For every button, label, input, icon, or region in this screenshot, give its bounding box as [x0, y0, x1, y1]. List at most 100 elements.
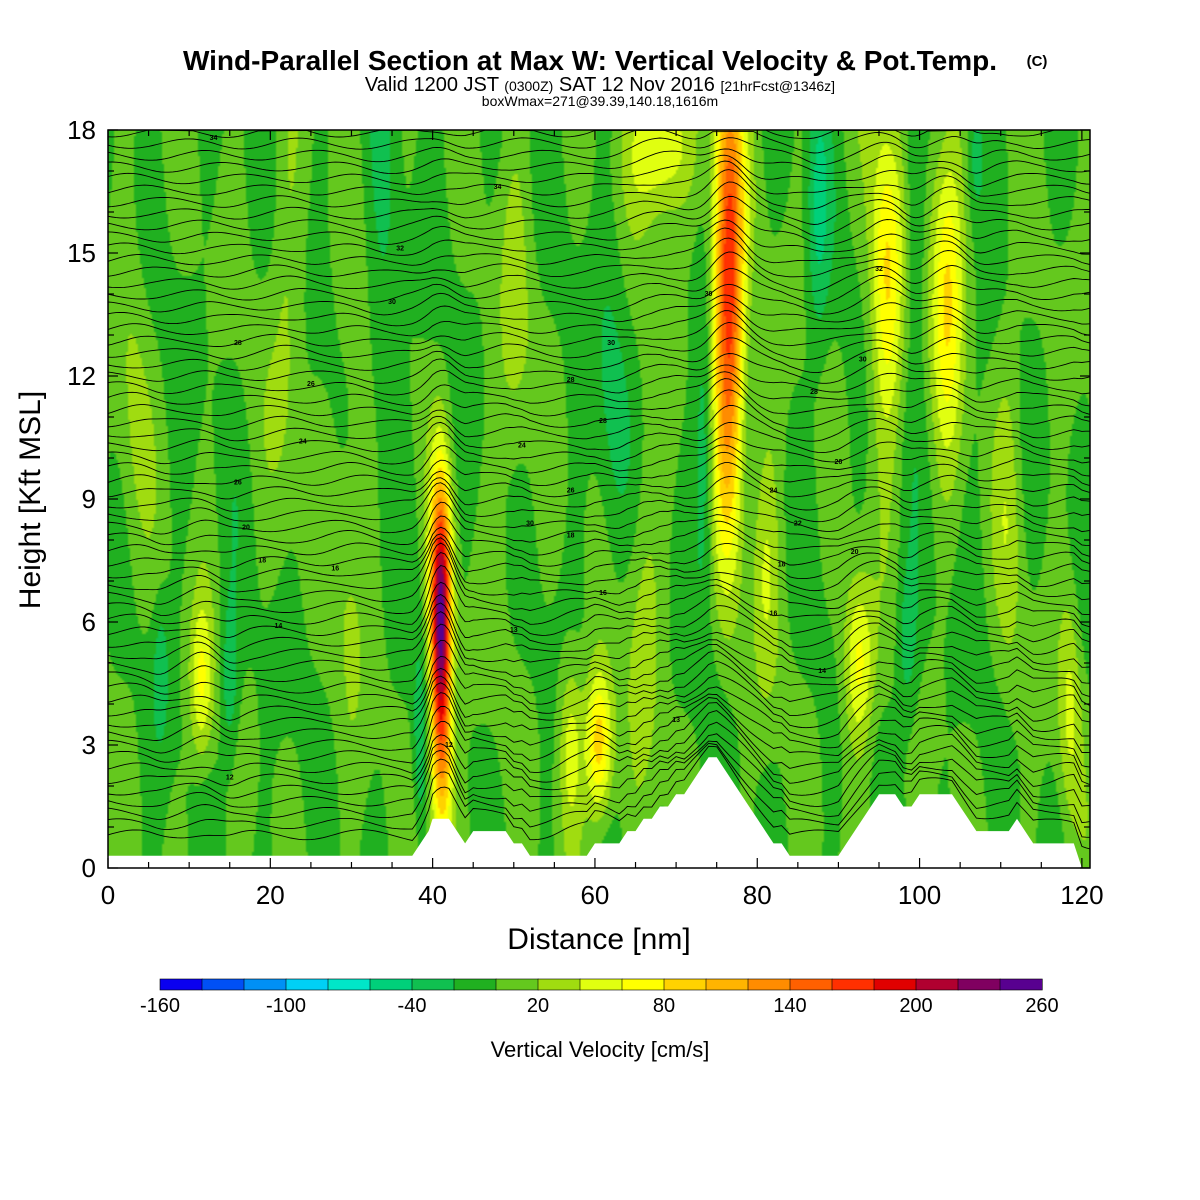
- chart-title: Wind-Parallel Section at Max W: Vertical…: [183, 45, 997, 76]
- y-tick-label: 6: [82, 607, 96, 637]
- x-axis-label: Distance [nm]: [507, 923, 690, 956]
- colorbar-swatch: [621, 978, 665, 991]
- theta-contour: [107, 431, 1091, 465]
- subtitle-date: SAT 12 Nov 2016: [559, 74, 715, 96]
- theta-contour: [107, 364, 1091, 396]
- terrain: [108, 757, 1090, 868]
- colorbar-swatch: [369, 978, 413, 991]
- colorbar-swatch: [285, 978, 329, 991]
- theta-contour: [107, 219, 1090, 256]
- x-tick-label: 80: [743, 880, 772, 910]
- theta-contour: [107, 310, 1091, 347]
- subtitle-valid: Valid 1200 JST: [365, 74, 499, 96]
- theta-contour: [107, 721, 1091, 799]
- theta-contour: [107, 697, 1091, 768]
- theta-contour: [107, 482, 1091, 523]
- theta-contour: [107, 294, 1091, 327]
- theta-contour: [107, 389, 1091, 430]
- theta-contour: [107, 476, 1091, 512]
- colorbar-tick-label: 20: [527, 995, 549, 1017]
- contour-label: 16: [331, 566, 339, 573]
- theta-contour: [107, 154, 1091, 187]
- contour-label: 28: [567, 377, 575, 384]
- contour-label: 13: [672, 717, 680, 724]
- contour-label: 18: [258, 557, 266, 564]
- contour-label: 12: [226, 775, 234, 782]
- theta-contour: [107, 148, 1091, 175]
- theta-contour: [107, 692, 1091, 754]
- theta-contour: [107, 268, 1091, 305]
- contour-label: 26: [234, 479, 242, 486]
- contour-label: 14: [275, 623, 283, 630]
- colorbar-swatch: [915, 978, 959, 991]
- contour-label: 22: [794, 520, 802, 527]
- theta-contour: [107, 702, 1091, 778]
- x-tick-label: 120: [1060, 880, 1103, 910]
- colorbar-tick-labels: -160 -100 -40 20 80 140 200 260: [140, 995, 1059, 1017]
- contour-label: 30: [526, 520, 534, 527]
- contour-label: 28: [234, 340, 242, 347]
- colorbar-title: Vertical Velocity [cm/s]: [491, 1037, 710, 1062]
- chart-subtitle: Valid 1200 JST (0300Z) SAT 12 Nov 2016 […: [365, 74, 835, 96]
- plot-area: 34 34 32 30 28 26 24 26 20 18 16 14 12 12 13 13 16 18 30 26…: [67, 115, 1104, 910]
- contour-label: 13: [510, 627, 518, 634]
- colorbar-tick-label: 200: [899, 995, 932, 1017]
- contour-label: 34: [210, 135, 218, 142]
- theta-contour: [107, 129, 1091, 154]
- chart-box-note: boxWmax=271@39.39,140.18,1616m: [482, 93, 718, 109]
- contour-label: 32: [875, 266, 883, 273]
- theta-contour: [107, 195, 1091, 237]
- theta-contour: [107, 451, 1091, 487]
- y-tick-label: 15: [67, 238, 96, 268]
- theta-contour: [107, 660, 1091, 721]
- theta-contour: [107, 682, 1091, 741]
- theta-contour: [107, 542, 1091, 605]
- theta-contour: [107, 489, 1091, 535]
- colorbar: [159, 978, 1043, 991]
- contour-label: 30: [388, 299, 396, 306]
- y-axis-label: Height [Kft MSL]: [14, 391, 47, 609]
- colorbar-swatch: [243, 978, 287, 991]
- theta-contour: [107, 227, 1091, 266]
- theta-contour: [107, 581, 1091, 638]
- colorbar-tick-label: -100: [266, 995, 306, 1017]
- theta-contour: [107, 551, 1090, 617]
- contour-label: 24: [770, 488, 778, 495]
- y-tick-label: 12: [67, 361, 96, 391]
- x-tick-label: 40: [418, 880, 447, 910]
- theta-contour: [107, 564, 1091, 628]
- colorbar-swatch: [999, 978, 1043, 991]
- colorbar-tick-label: -160: [140, 995, 180, 1017]
- contour-label: 34: [494, 184, 502, 191]
- theta-contour: [107, 733, 1091, 808]
- contour-label: 16: [770, 611, 778, 618]
- contour-label: 26: [835, 459, 843, 466]
- contour-label: 26: [307, 381, 315, 388]
- contour-label: 28: [599, 418, 607, 425]
- contour-label: 26: [567, 488, 575, 495]
- theta-contour: [107, 639, 1091, 698]
- y-tick-label: 9: [82, 484, 96, 514]
- theta-contour: [107, 251, 1091, 293]
- theta-contour: [107, 710, 1091, 787]
- theta-contour: [107, 501, 1091, 547]
- contour-label: 20: [242, 525, 250, 532]
- chart-title-suffix: (C): [1027, 53, 1048, 70]
- theta-contour: [107, 337, 1091, 374]
- theta-contour: [107, 169, 1091, 210]
- theta-contour: [107, 371, 1091, 407]
- theta-contour: [107, 137, 1091, 166]
- contour-label: 32: [396, 246, 404, 253]
- colorbar-swatch: [747, 978, 791, 991]
- theta-contour: [107, 650, 1091, 707]
- theta-contour: [107, 421, 1091, 454]
- x-tick-label: 60: [580, 880, 609, 910]
- colorbar-swatch: [201, 978, 245, 991]
- theta-contour: [107, 209, 1091, 246]
- contour-label: 18: [778, 561, 786, 568]
- colorbar-swatch: [873, 978, 917, 991]
- x-axis-ticks: 0 20 40 60 80 100 120: [101, 130, 1104, 910]
- colorbar-tick-label: 260: [1025, 995, 1058, 1017]
- colorbar-swatch: [495, 978, 539, 991]
